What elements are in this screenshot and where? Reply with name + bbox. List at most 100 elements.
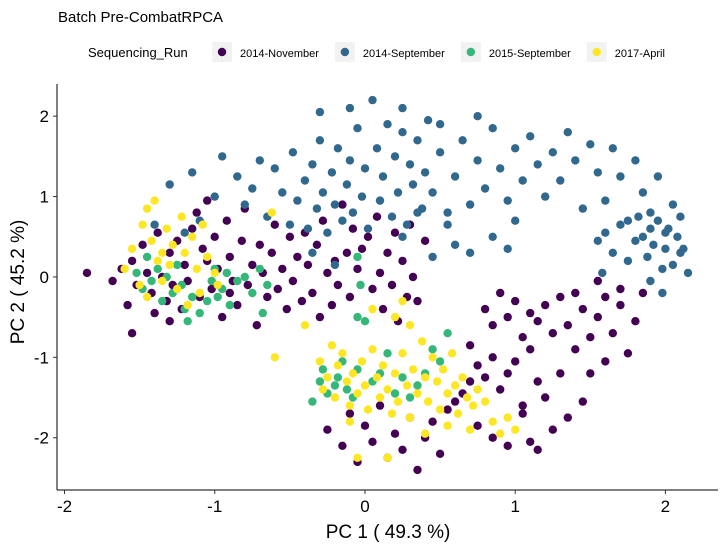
data-point (368, 437, 377, 446)
data-point (488, 124, 497, 133)
data-point (353, 312, 362, 322)
data-point (300, 176, 310, 185)
data-point (383, 385, 392, 394)
data-point (303, 224, 313, 233)
x-tick-label: 1 (510, 497, 519, 516)
data-point (323, 373, 332, 382)
data-point (402, 220, 412, 229)
data-point (496, 288, 505, 298)
data-point (563, 413, 572, 422)
data-point (616, 300, 625, 310)
data-point (353, 389, 362, 398)
data-point (458, 136, 467, 145)
data-point (638, 288, 648, 298)
data-point (664, 224, 673, 233)
data-point (360, 317, 370, 326)
x-tick-label: 2 (661, 497, 670, 516)
data-point (293, 252, 302, 262)
y-tick-label: 1 (40, 188, 49, 207)
legend-item: 2015-September (460, 42, 571, 62)
data-point (338, 349, 347, 358)
data-point (323, 228, 332, 237)
data-point (443, 389, 452, 398)
data-point (342, 180, 352, 189)
legend-label: 2017-April (615, 48, 665, 60)
data-point (563, 128, 572, 137)
data-point (338, 200, 347, 209)
data-point (511, 296, 520, 306)
data-point (285, 232, 295, 241)
data-point (503, 196, 512, 205)
data-point (601, 228, 610, 237)
data-point (428, 252, 437, 262)
data-point (188, 232, 197, 241)
data-point (533, 317, 542, 326)
data-point (556, 292, 565, 302)
data-point (142, 252, 152, 262)
data-point (679, 244, 688, 253)
data-point (387, 212, 397, 221)
data-point (387, 280, 397, 290)
data-point (503, 312, 512, 322)
data-point (661, 244, 670, 253)
data-point (623, 256, 633, 266)
data-point (180, 248, 189, 257)
data-point (342, 377, 352, 386)
data-point (503, 369, 512, 378)
data-point (180, 228, 189, 237)
data-point (233, 276, 242, 286)
data-point (237, 236, 246, 245)
data-point (375, 196, 385, 205)
data-point (511, 425, 520, 434)
data-point (541, 393, 550, 402)
data-point (390, 312, 400, 322)
data-point (210, 232, 219, 241)
data-point (312, 204, 322, 213)
data-point (127, 329, 137, 338)
data-point (593, 276, 602, 286)
data-point (198, 220, 207, 229)
data-point (312, 240, 322, 249)
data-point (465, 248, 475, 257)
data-point (372, 373, 382, 382)
data-point (147, 276, 156, 286)
data-point (183, 300, 192, 310)
data-point (480, 184, 490, 193)
data-point (473, 361, 482, 370)
data-point (263, 292, 272, 302)
data-point (225, 288, 234, 298)
data-point (638, 232, 648, 241)
data-point (282, 304, 291, 314)
data-point (192, 264, 201, 274)
data-point (643, 252, 652, 262)
data-point (165, 317, 174, 326)
data-point (616, 172, 625, 181)
data-point (480, 373, 490, 382)
data-point (203, 252, 212, 262)
data-point (375, 268, 385, 278)
data-point (488, 417, 497, 426)
data-point (308, 288, 317, 298)
data-point (526, 345, 535, 354)
data-point (82, 268, 92, 278)
data-point (210, 192, 219, 201)
data-point (586, 369, 595, 378)
data-point (372, 144, 382, 153)
data-point (408, 272, 418, 282)
data-point (273, 284, 282, 294)
data-point (638, 188, 648, 197)
data-point (330, 381, 340, 390)
data-point (330, 200, 340, 209)
data-point (496, 429, 505, 438)
data-point (270, 353, 279, 362)
data-point (333, 280, 343, 290)
y-axis-title: PC 2 ( 45.2 %) (8, 220, 29, 345)
data-point (398, 349, 407, 358)
data-point (255, 264, 264, 274)
data-point (318, 365, 328, 374)
data-point (631, 236, 640, 245)
data-point (353, 453, 362, 462)
data-point (278, 264, 287, 274)
data-point (308, 397, 317, 406)
